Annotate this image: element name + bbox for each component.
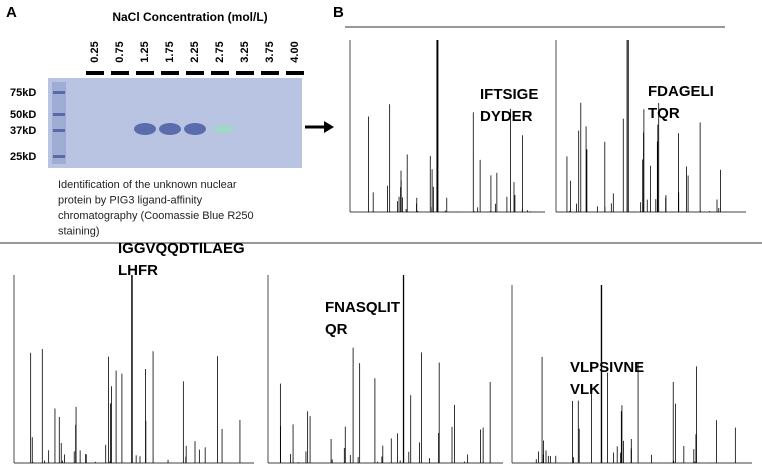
peptide-sequence: VLK	[570, 381, 600, 398]
caption-line: staining)	[58, 225, 100, 237]
ladder-band	[53, 155, 65, 158]
lane-bar	[211, 71, 229, 75]
marker-label: 37kD	[10, 125, 36, 137]
marker-label: 50kD	[10, 109, 36, 121]
gel	[48, 78, 302, 168]
gel-title: NaCl Concentration (mol/L)	[112, 10, 267, 24]
band	[134, 123, 156, 135]
lane-bar	[236, 71, 254, 75]
caption-line: chromatography (Coomassie Blue R250	[58, 210, 254, 222]
ladder-band	[53, 129, 65, 132]
peptide-sequence: LHFR	[118, 262, 158, 279]
peptide-sequence: IGGVQQDTILAEG	[118, 240, 245, 257]
lane-label: 4.00	[289, 41, 301, 62]
lane-bar	[186, 71, 204, 75]
peptide-sequence: IFTSIGE	[480, 86, 538, 103]
ladder-band	[53, 91, 65, 94]
lane-label: 1.25	[139, 41, 151, 62]
lane-label: 2.25	[189, 41, 201, 62]
lane-bar	[86, 71, 104, 75]
peptide-sequence: VLPSIVNE	[570, 359, 644, 376]
lane-bar	[136, 71, 154, 75]
ladder-band	[53, 113, 65, 116]
peptide-sequence: FDAGELI	[648, 83, 714, 100]
marker-label: 75kD	[10, 87, 36, 99]
band	[184, 123, 206, 135]
lane-label: 3.75	[264, 41, 276, 62]
lane-label: 0.75	[114, 41, 126, 62]
lane-bar	[261, 71, 279, 75]
lane-bar	[286, 71, 304, 75]
lane-label: 2.75	[214, 41, 226, 62]
peptide-sequence: FNASQLIT	[325, 299, 400, 316]
lane-bar	[111, 71, 129, 75]
panel-label: A	[6, 4, 17, 21]
peptide-sequence: DYDER	[480, 108, 533, 125]
marker-label: 25kD	[10, 151, 36, 163]
ladder	[52, 82, 66, 164]
lane-bar	[161, 71, 179, 75]
peptide-sequence: TQR	[648, 105, 680, 122]
arrow-head	[324, 121, 334, 133]
caption-line: protein by PIG3 ligand-affinity	[58, 194, 203, 206]
band	[213, 125, 235, 133]
lane-label: 3.25	[239, 41, 251, 62]
panel-label: B	[333, 4, 344, 21]
lane-label: 1.75	[164, 41, 176, 62]
caption-line: Identification of the unknown nuclear	[58, 179, 237, 191]
peptide-sequence: QR	[325, 321, 348, 338]
band	[159, 123, 181, 135]
lane-label: 0.25	[89, 41, 101, 62]
